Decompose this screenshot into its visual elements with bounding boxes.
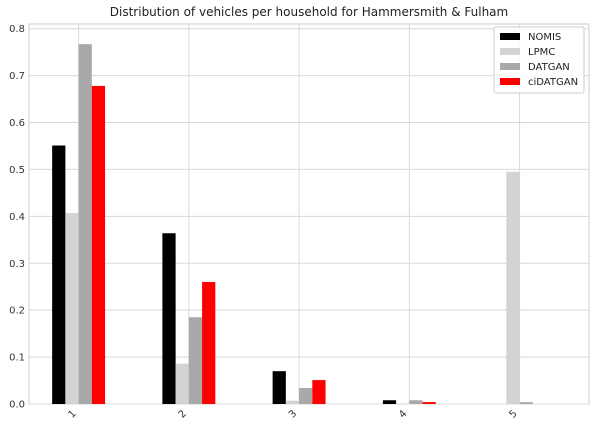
bar-nomis-4 [382, 400, 397, 404]
bar-lpmc-5 [506, 171, 520, 404]
legend-label-lpmc: LPMC [528, 47, 555, 58]
bar-lpmc-1 [65, 213, 79, 404]
x-tick-label: 4 [397, 408, 409, 420]
legend: NOMIS LPMC DATGAN ciDATGAN [493, 26, 585, 94]
bars [52, 44, 533, 405]
x-tick-label: 3 [287, 408, 299, 420]
legend-swatch-nomis [500, 33, 520, 40]
bar-cidatgan-4 [422, 402, 436, 404]
bar-cidatgan-1 [91, 85, 106, 404]
bar-nomis-3 [272, 371, 286, 404]
legend-box [493, 26, 585, 94]
bar-cidatgan-2 [202, 282, 216, 404]
y-tick-label: 0.8 [9, 24, 25, 35]
bar-datgan-5 [519, 402, 533, 404]
bar-lpmc-2 [175, 363, 189, 404]
y-tick-label: 0.7 [9, 71, 25, 82]
x-tick-label: 2 [177, 408, 189, 420]
y-axis: 0.0 0.1 0.2 0.3 0.4 0.5 0.6 0.7 0.8 [9, 24, 25, 410]
bar-nomis-1 [52, 145, 66, 405]
x-tick-label: 1 [66, 408, 78, 420]
bar-datgan-1 [78, 44, 92, 404]
y-tick-label: 0.0 [9, 400, 25, 411]
y-tick-label: 0.6 [9, 118, 25, 129]
y-tick-label: 0.2 [9, 306, 25, 317]
x-tick-label: 5 [507, 408, 519, 420]
bar-lpmc-3 [285, 400, 300, 404]
legend-swatch-cidatgan [500, 78, 520, 85]
bar-datgan-3 [299, 388, 313, 404]
x-axis: 1 2 3 4 5 [66, 408, 519, 420]
legend-swatch-lpmc [500, 48, 520, 55]
y-tick-label: 0.1 [9, 353, 25, 364]
legend-label-nomis: NOMIS [528, 32, 561, 43]
y-tick-label: 0.3 [9, 259, 25, 270]
bar-datgan-4 [409, 400, 423, 404]
bar-nomis-2 [162, 233, 176, 404]
y-tick-label: 0.4 [9, 212, 25, 223]
y-tick-label: 0.5 [9, 165, 25, 176]
bar-cidatgan-3 [312, 380, 326, 404]
legend-swatch-datgan [500, 63, 520, 70]
legend-label-cidatgan: ciDATGAN [528, 77, 578, 88]
legend-label-datgan: DATGAN [528, 62, 570, 73]
chart-title: Distribution of vehicles per household f… [110, 5, 508, 19]
bar-datgan-2 [188, 317, 203, 404]
